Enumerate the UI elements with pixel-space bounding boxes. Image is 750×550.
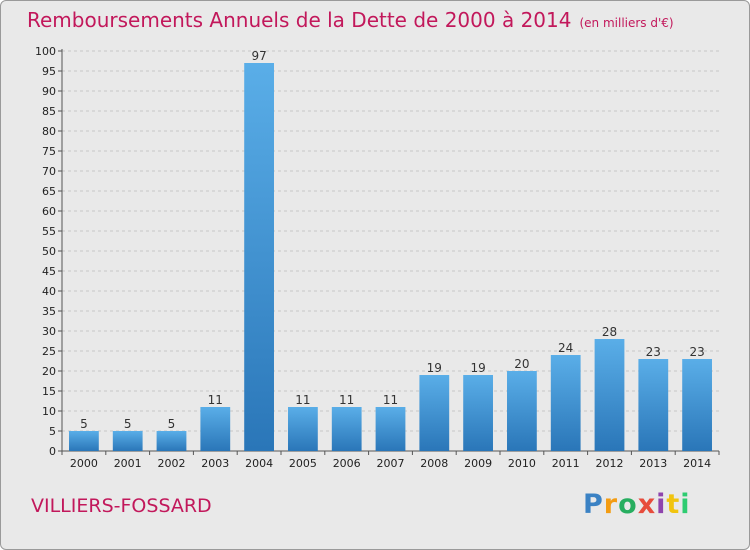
x-tick-label: 2013 — [639, 457, 667, 470]
bar — [244, 63, 274, 451]
bar-value-label: 5 — [168, 417, 176, 431]
bar-value-label: 5 — [124, 417, 132, 431]
y-tick-label: 55 — [42, 225, 56, 238]
town-name: VILLIERS-FOSSARD — [31, 495, 212, 517]
bar-value-label: 23 — [646, 345, 661, 359]
y-tick-label: 30 — [42, 325, 56, 338]
bar — [375, 407, 406, 451]
bar-value-label: 28 — [602, 325, 617, 339]
x-tick-label: 2005 — [289, 457, 317, 470]
y-tick-label: 65 — [42, 185, 56, 198]
x-tick-label: 2000 — [70, 457, 98, 470]
bar — [288, 407, 318, 451]
logo-letter: P — [583, 489, 604, 520]
x-tick-label: 2008 — [420, 457, 448, 470]
y-axis-ticks: 0 5 10 15 20 25 30 35 40 45 50 55 60 65 70 75 80 85 90 95 10… — [35, 45, 62, 458]
bars — [69, 63, 712, 451]
y-tick-label: 80 — [42, 125, 56, 138]
bar — [331, 407, 362, 451]
bar — [200, 407, 231, 451]
chart-title: Remboursements Annuels de la Dette de 20… — [27, 8, 572, 32]
y-tick-label: 75 — [42, 145, 56, 158]
logo-letter: x — [637, 489, 657, 520]
y-tick-label: 100 — [35, 45, 56, 58]
bar — [463, 375, 493, 451]
y-tick-label: 50 — [42, 245, 56, 258]
x-axis-ticks: 2000 2001 2002 2003 2004 2005 2006 2007 2008 2009… — [61, 451, 720, 470]
proxiti-logo[interactable]: Proxiti — [583, 489, 691, 520]
x-tick-label: 2007 — [377, 457, 405, 470]
y-tick-label: 85 — [42, 105, 56, 118]
x-tick-label: 2012 — [596, 457, 624, 470]
y-tick-label: 20 — [42, 365, 56, 378]
bar-value-label: 11 — [208, 393, 223, 407]
bar — [69, 431, 99, 451]
bar — [682, 359, 712, 451]
y-tick-label: 5 — [49, 425, 56, 438]
y-tick-label: 40 — [42, 285, 56, 298]
bar-value-label: 23 — [689, 345, 704, 359]
y-tick-label: 0 — [49, 445, 56, 458]
bar — [550, 355, 581, 451]
x-tick-label: 2009 — [464, 457, 492, 470]
y-tick-label: 90 — [42, 85, 56, 98]
y-tick-label: 15 — [42, 385, 56, 398]
bar-value-label: 11 — [339, 393, 354, 407]
logo-letter: r — [603, 489, 619, 520]
bar — [638, 359, 669, 451]
data-labels: 5 5 5 11 97 11 11 11 19 19 20 24 28 23 23 — [80, 49, 705, 431]
y-tick-label: 35 — [42, 305, 56, 318]
bar-value-label: 5 — [80, 417, 88, 431]
bar-value-label: 11 — [383, 393, 398, 407]
y-tick-label: 10 — [42, 405, 56, 418]
bar — [112, 431, 143, 451]
x-tick-label: 2004 — [245, 457, 273, 470]
bar-value-label: 19 — [470, 361, 485, 375]
bar-value-label: 97 — [251, 49, 266, 63]
logo-letter: i — [680, 489, 691, 520]
bar — [419, 375, 450, 451]
x-tick-label: 2010 — [508, 457, 536, 470]
x-tick-label: 2011 — [552, 457, 580, 470]
bar — [594, 339, 625, 451]
bar-value-label: 11 — [295, 393, 310, 407]
bar-value-label: 20 — [514, 357, 529, 371]
y-tick-label: 70 — [42, 165, 56, 178]
bar-value-label: 24 — [558, 341, 573, 355]
bar — [156, 431, 187, 451]
x-tick-label: 2003 — [201, 457, 229, 470]
chart-subtitle: (en milliers d'€) — [579, 16, 674, 30]
bar — [507, 371, 537, 451]
y-tick-label: 95 — [42, 65, 56, 78]
logo-letter: o — [618, 489, 638, 520]
y-tick-label: 45 — [42, 265, 56, 278]
logo-letter: t — [666, 489, 681, 520]
x-tick-label: 2002 — [158, 457, 186, 470]
bar-value-label: 19 — [427, 361, 442, 375]
y-tick-label: 25 — [42, 345, 56, 358]
x-tick-label: 2014 — [683, 457, 711, 470]
y-tick-label: 60 — [42, 205, 56, 218]
x-tick-label: 2006 — [333, 457, 361, 470]
logo-letter: i — [656, 489, 667, 520]
x-tick-label: 2001 — [114, 457, 142, 470]
chart-title-block: Remboursements Annuels de la Dette de 20… — [27, 8, 674, 32]
